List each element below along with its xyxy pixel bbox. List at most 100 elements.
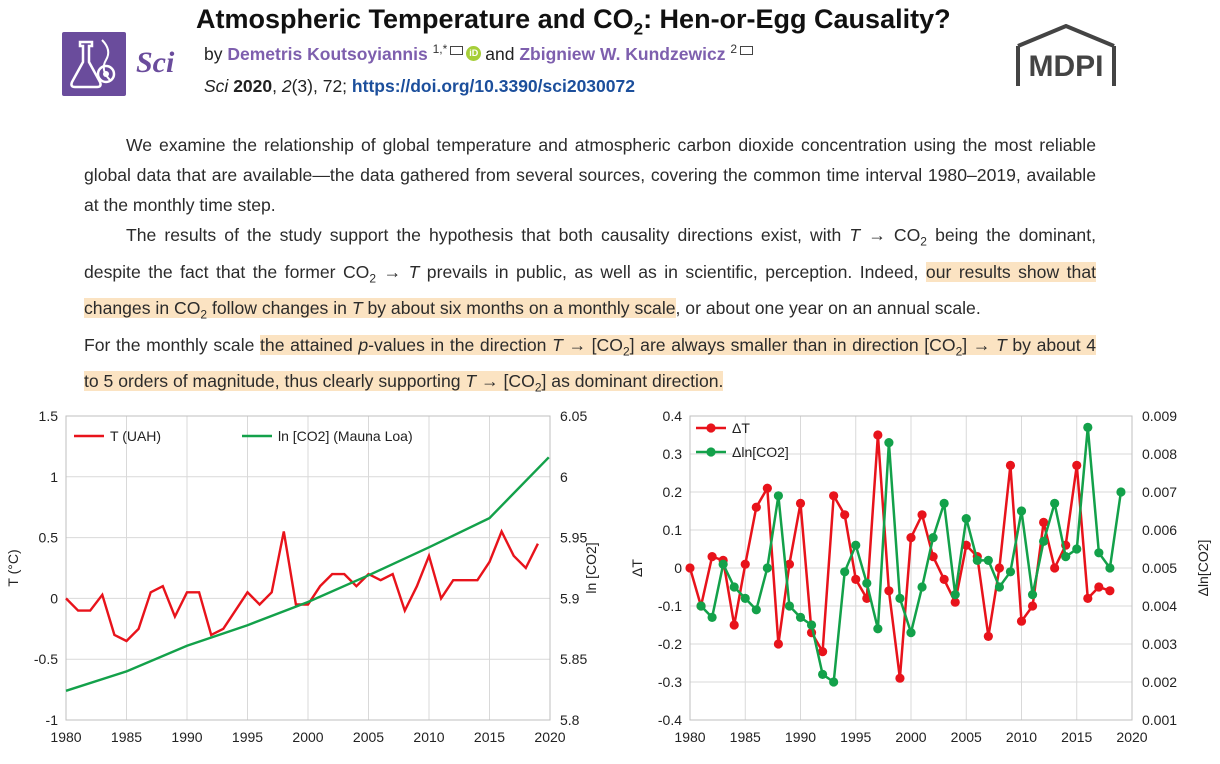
x-tick-label: 2005 bbox=[353, 729, 384, 745]
series-line-0 bbox=[65, 528, 539, 643]
data-point bbox=[950, 590, 960, 600]
series-line-0 bbox=[688, 434, 1111, 679]
data-point bbox=[961, 514, 971, 524]
data-point bbox=[1005, 460, 1016, 470]
data-point bbox=[895, 593, 905, 603]
data-point bbox=[1072, 544, 1082, 554]
y2-tick-label: 0.004 bbox=[1142, 598, 1177, 614]
y2-tick-label: 0.009 bbox=[1142, 408, 1177, 424]
abstract-paragraph-2: The results of the study support the hyp… bbox=[84, 225, 1096, 322]
x-tick-label: 1990 bbox=[785, 729, 816, 745]
data-point bbox=[895, 673, 905, 683]
doi-link[interactable]: https://doi.org/10.3390/sci2030072 bbox=[351, 76, 635, 96]
y2-tick-label: 0.007 bbox=[1142, 484, 1177, 500]
y-tick-label: 0 bbox=[674, 560, 682, 576]
data-point bbox=[806, 620, 817, 630]
data-point bbox=[718, 559, 728, 569]
x-tick-label: 1980 bbox=[50, 729, 81, 745]
abstract-paragraph-3: For the monthly scale the attained p-val… bbox=[84, 334, 1097, 395]
y2-axis-label: ln [CO2] bbox=[583, 542, 599, 593]
email-icon[interactable] bbox=[740, 45, 754, 55]
data-point bbox=[873, 624, 883, 634]
y2-tick-label: 0.006 bbox=[1142, 522, 1177, 538]
data-point bbox=[1050, 563, 1060, 573]
data-point bbox=[939, 498, 949, 508]
legend-marker bbox=[706, 423, 716, 433]
author-link-kundzewicz[interactable]: Zbigniew W. Kundzewicz bbox=[519, 43, 726, 64]
data-point bbox=[707, 552, 717, 562]
data-point bbox=[751, 605, 761, 615]
data-point bbox=[928, 533, 938, 543]
data-point bbox=[1016, 616, 1027, 626]
y-tick-label: 0.2 bbox=[663, 484, 683, 500]
data-point bbox=[994, 563, 1004, 573]
y-tick-label: -0.2 bbox=[658, 636, 682, 652]
x-tick-label: 2015 bbox=[474, 729, 505, 745]
y-tick-label: 0 bbox=[50, 590, 58, 606]
data-point bbox=[762, 563, 772, 573]
y2-tick-label: 6.05 bbox=[560, 408, 587, 424]
data-point bbox=[917, 510, 927, 520]
y-tick-label: -0.1 bbox=[658, 598, 682, 614]
y-tick-label: 0.5 bbox=[39, 530, 59, 546]
y2-tick-label: 0.003 bbox=[1142, 636, 1177, 652]
data-point bbox=[829, 491, 839, 501]
citation-line: Sci 2020, 2(3), 72; https://doi.org/10.3… bbox=[204, 76, 635, 96]
y-axis-label: T (°C) bbox=[5, 549, 21, 586]
data-point bbox=[840, 510, 850, 520]
x-tick-label: 1980 bbox=[674, 729, 705, 745]
y2-tick-label: 0.002 bbox=[1142, 674, 1177, 690]
y-tick-label: -0.3 bbox=[658, 674, 682, 690]
y2-tick-label: 5.9 bbox=[560, 590, 580, 606]
data-point bbox=[994, 582, 1004, 592]
series-line-1 bbox=[65, 456, 550, 692]
data-point bbox=[1105, 586, 1115, 596]
y2-tick-label: 0.005 bbox=[1142, 560, 1177, 576]
x-tick-label: 1985 bbox=[111, 729, 142, 745]
data-point bbox=[729, 582, 739, 592]
data-point bbox=[1027, 590, 1038, 600]
y-tick-label: 0.3 bbox=[663, 446, 683, 462]
y2-tick-label: 5.85 bbox=[560, 651, 587, 667]
data-point bbox=[1094, 582, 1104, 592]
data-point bbox=[1105, 563, 1115, 573]
data-point bbox=[795, 498, 806, 508]
legend-label: T (UAH) bbox=[110, 428, 161, 444]
data-point bbox=[862, 578, 872, 588]
data-point bbox=[773, 639, 783, 649]
data-point bbox=[784, 559, 795, 569]
sci-wordmark: Sci bbox=[136, 46, 175, 79]
orcid-icon[interactable]: iD bbox=[466, 45, 482, 61]
temperature-co2-timeseries-chart: -1 -0.5 0 0.5 1 1.5 1980 1985 1990 1995 2000 2005 20… bbox=[5, 408, 599, 745]
data-point bbox=[1027, 601, 1038, 611]
y-tick-label: -0.4 bbox=[658, 712, 682, 728]
data-point bbox=[1061, 552, 1071, 562]
data-point bbox=[762, 483, 772, 493]
plot-frame bbox=[65, 415, 551, 721]
data-point bbox=[773, 491, 783, 501]
paper-title: Atmospheric Temperature and CO2: Hen-or-… bbox=[196, 4, 951, 39]
data-point bbox=[751, 502, 761, 512]
data-point bbox=[818, 647, 828, 657]
data-point bbox=[1083, 593, 1093, 603]
y2-tick-label: 6 bbox=[560, 469, 568, 485]
x-tick-label: 1995 bbox=[840, 729, 871, 745]
x-tick-label: 2020 bbox=[534, 729, 565, 745]
data-point bbox=[1005, 567, 1016, 577]
data-point bbox=[884, 586, 894, 596]
y2-axis-label: Δln[CO2] bbox=[1195, 540, 1211, 597]
data-point bbox=[906, 628, 916, 638]
data-point bbox=[1072, 460, 1082, 470]
data-point bbox=[1094, 548, 1104, 558]
email-icon[interactable] bbox=[450, 45, 464, 55]
x-tick-label: 2010 bbox=[413, 729, 444, 745]
y-tick-label: 1 bbox=[50, 469, 58, 485]
data-point bbox=[1016, 506, 1027, 516]
article-header: Sci Atmospheric Temperature and CO2: Hen… bbox=[0, 0, 1220, 110]
x-tick-label: 2010 bbox=[1006, 729, 1037, 745]
data-point bbox=[685, 563, 695, 573]
abstract-text: We examine the relationship of global te… bbox=[84, 130, 1097, 403]
author-link-koutsoyiannis[interactable]: Demetris Koutsoyiannis bbox=[227, 43, 428, 64]
author-byline: by Demetris Koutsoyiannis 1,* iD and Zbign… bbox=[204, 42, 756, 65]
data-point bbox=[928, 552, 938, 562]
